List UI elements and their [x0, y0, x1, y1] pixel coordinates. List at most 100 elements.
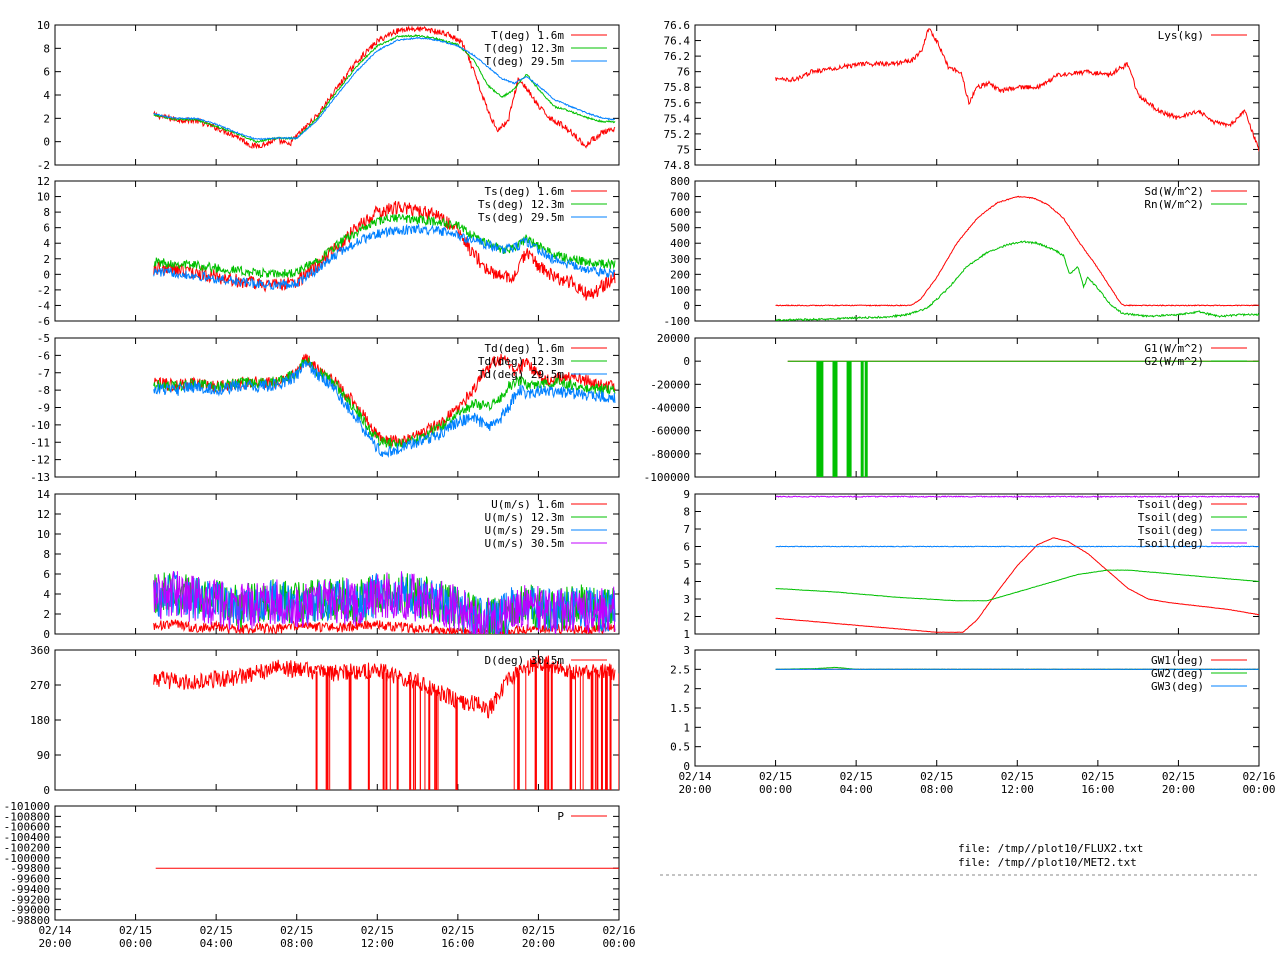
y-tick-label: 800 [670, 175, 690, 188]
legend-label: Td(deg) 12.3m [478, 355, 564, 368]
x-tick-time: 04:00 [840, 783, 873, 796]
x-tick-time: 00:00 [759, 783, 792, 796]
legend-label: GW1(deg) [1151, 654, 1204, 667]
y-tick-label: 10 [37, 528, 50, 541]
legend-label: Tsoil(deg) [1138, 498, 1204, 511]
x-tick-time: 16:00 [1081, 783, 1114, 796]
panel-sd: -1000100200300400500600700800Sd(W/m^2)Rn… [664, 175, 1260, 328]
y-tick-label: -60000 [650, 425, 690, 438]
legend-label: GW2(deg) [1151, 667, 1204, 680]
x-tick-time: 08:00 [280, 937, 313, 950]
panel-p: -101000-100800-100600-100400-100200-1000… [4, 800, 636, 950]
series-group [154, 571, 615, 634]
x-tick-date: 02/15 [119, 924, 152, 937]
y-tick-label: 180 [30, 714, 50, 727]
y-tick-label: 1 [683, 721, 690, 734]
legend-label: T(deg) 12.3m [485, 42, 565, 55]
x-tick-date: 02/16 [1242, 770, 1275, 783]
y-tick-label: -8 [37, 384, 50, 397]
file-label-flux: file: /tmp//plot10/FLUX2.txt [958, 842, 1143, 855]
legend-label: U(m/s) 1.6m [491, 498, 564, 511]
x-tick-time: 00:00 [1242, 783, 1275, 796]
y-tick-label: -12 [30, 454, 50, 467]
y-tick-label: 2 [43, 608, 50, 621]
y-tick-label: 0 [43, 268, 50, 281]
x-tick-time: 20:00 [1162, 783, 1195, 796]
y-tick-label: 14 [37, 488, 51, 501]
y-tick-label: 300 [670, 253, 690, 266]
y-tick-label: 6 [43, 222, 50, 235]
y-tick-label: -9 [37, 402, 50, 415]
y-tick-label: 8 [43, 206, 50, 219]
y-tick-label: 0 [683, 355, 690, 368]
legend-label: U(m/s) 12.3m [485, 511, 565, 524]
y-tick-label: 5 [683, 558, 690, 571]
panel-gw: 00.511.522.5302/1420:0002/1500:0002/1504… [670, 644, 1275, 796]
y-tick-label: -11 [30, 436, 50, 449]
y-tick-label: -2 [37, 284, 50, 297]
y-tick-label: 3 [683, 644, 690, 657]
x-tick-date: 02/15 [280, 924, 313, 937]
series-line-sd-2 [776, 241, 1259, 321]
series-line-sd-1 [776, 196, 1259, 306]
y-tick-label: -40000 [650, 402, 690, 415]
y-tick-label: 76 [677, 66, 690, 79]
y-tick-label: 400 [670, 237, 690, 250]
panel-td: -13-12-11-10-9-8-7-6-5Td(deg) 1.6mTd(deg… [30, 332, 619, 484]
y-tick-label: -2 [37, 159, 50, 172]
legend-label: P [557, 810, 564, 823]
x-tick-date: 02/16 [602, 924, 635, 937]
legend-label: G2(W/m^2) [1144, 355, 1204, 368]
y-tick-label: 500 [670, 222, 690, 235]
x-tick-time: 00:00 [602, 937, 635, 950]
y-tick-label: 75.2 [664, 128, 691, 141]
y-tick-label: 270 [30, 679, 50, 692]
y-tick-label: 3 [683, 593, 690, 606]
x-tick-time: 04:00 [200, 937, 233, 950]
y-tick-label: 75 [677, 143, 690, 156]
x-tick-time: 20:00 [38, 937, 71, 950]
legend-label: Ts(deg) 29.5m [478, 211, 564, 224]
y-tick-label: 76.6 [664, 19, 691, 32]
series-line-tsoil-2 [776, 570, 1259, 601]
x-tick-date: 02/14 [678, 770, 711, 783]
x-tick-time: 20:00 [522, 937, 555, 950]
y-tick-label: 0 [683, 299, 690, 312]
legend-label: Ts(deg) 12.3m [478, 198, 564, 211]
x-tick-date: 02/15 [759, 770, 792, 783]
series-line-tsoil-1 [776, 538, 1259, 633]
y-tick-label: 8 [43, 42, 50, 55]
x-tick-time: 20:00 [678, 783, 711, 796]
y-tick-label: 0 [43, 136, 50, 149]
legend-label: U(m/s) 29.5m [485, 524, 565, 537]
y-tick-label: -6 [37, 349, 50, 362]
y-tick-label: -100 [664, 315, 691, 328]
y-tick-label: 1.5 [670, 702, 690, 715]
x-tick-date: 02/15 [441, 924, 474, 937]
legend-label: G1(W/m^2) [1144, 342, 1204, 355]
y-tick-label: 4 [683, 576, 690, 589]
y-tick-label: 700 [670, 191, 690, 204]
legend-label: Sd(W/m^2) [1144, 185, 1204, 198]
y-tick-label: 12 [37, 508, 50, 521]
x-tick-date: 02/15 [522, 924, 555, 937]
panel-g: -100000-80000-60000-40000-20000020000G1(… [644, 332, 1259, 484]
plot-frame [55, 806, 619, 920]
series-group [776, 29, 1259, 152]
y-tick-label: -100000 [644, 471, 690, 484]
y-tick-label: -7 [37, 367, 50, 380]
legend-label: T(deg) 29.5m [485, 55, 565, 68]
x-tick-time: 08:00 [920, 783, 953, 796]
x-tick-time: 00:00 [119, 937, 152, 950]
series-line-lys-1 [776, 29, 1259, 152]
y-tick-label: 4 [43, 237, 50, 250]
y-tick-label: 100 [670, 284, 690, 297]
y-tick-label: -5 [37, 332, 50, 345]
series-group [776, 196, 1259, 321]
y-tick-label: 20000 [657, 332, 690, 345]
series-line-tsoil-4 [776, 496, 1259, 497]
file-label-met: file: /tmp//plot10/MET2.txt [958, 856, 1137, 869]
x-tick-date: 02/14 [38, 924, 71, 937]
